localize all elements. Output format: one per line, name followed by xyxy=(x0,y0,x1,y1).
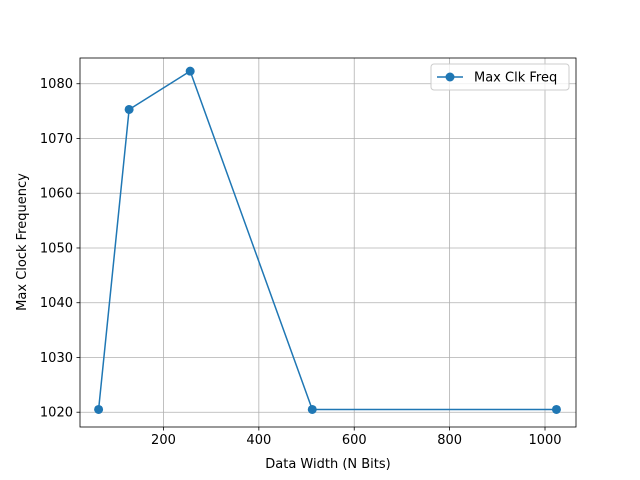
legend-point-marker xyxy=(445,72,455,82)
x-tick-label: 800 xyxy=(437,433,462,448)
x-tick-label: 400 xyxy=(246,433,271,448)
data-point xyxy=(124,104,134,114)
series-layer xyxy=(94,66,561,414)
y-axis-label: Max Clock Frequency xyxy=(15,173,30,311)
x-tick-label: 600 xyxy=(342,433,367,448)
plot-frame xyxy=(79,57,577,428)
y-tick-label: 1060 xyxy=(40,187,73,202)
x-axis-ticks: 200 400 600 800 1000 xyxy=(151,427,562,448)
legend-box xyxy=(430,63,570,91)
legend: Max Clk Freq xyxy=(430,63,570,91)
y-tick-label: 1050 xyxy=(40,241,73,256)
grid xyxy=(80,58,576,427)
y-tick-label: 1080 xyxy=(40,77,73,92)
x-tick-label: 1000 xyxy=(528,433,561,448)
y-tick-label: 1070 xyxy=(40,132,73,147)
data-point xyxy=(94,404,104,414)
y-axis-ticks: 1020 1030 1040 1050 1060 1070 1080 xyxy=(40,77,80,421)
data-point xyxy=(551,404,561,414)
data-point xyxy=(307,404,317,414)
x-tick-label: 200 xyxy=(151,433,176,448)
legend-label: Max Clk Freq xyxy=(474,71,557,86)
y-tick-label: 1030 xyxy=(40,351,73,366)
y-tick-label: 1020 xyxy=(40,406,73,421)
x-axis-label: Data Width (N Bits) xyxy=(265,457,390,472)
data-point xyxy=(185,66,195,76)
y-tick-label: 1040 xyxy=(40,296,73,311)
